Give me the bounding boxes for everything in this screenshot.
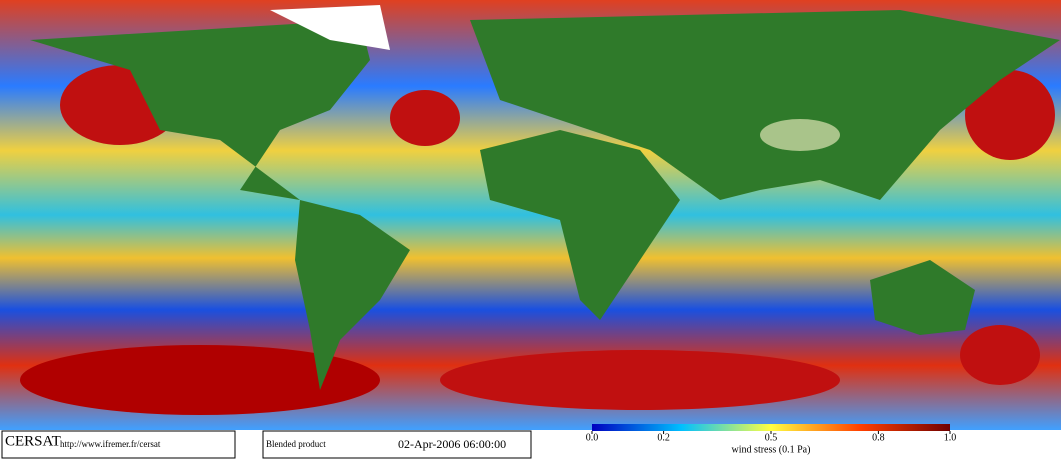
storm (390, 90, 460, 146)
australia (870, 260, 975, 335)
info-box (262, 430, 532, 459)
logo-box (1, 430, 236, 459)
colorbar: wind stress (0.1 Pa) 0.0 0.2 0.5 0.8 1.0 (586, 424, 957, 455)
storm-belt (440, 350, 840, 410)
storm-belt (20, 345, 380, 415)
product: Blended product (266, 439, 326, 449)
colorbar-tick-label: 1.0 (944, 432, 957, 443)
colorbar-label: wind stress (0.1 Pa) (732, 444, 811, 455)
colorbar-tick-label: 0.5 (765, 432, 778, 443)
map (0, 0, 1061, 430)
north-america (30, 20, 370, 200)
storm (960, 325, 1040, 385)
south-america (295, 200, 410, 390)
url: http://www.ifremer.fr/cersat (60, 439, 161, 449)
plateau (760, 119, 840, 151)
logo: CERSAT (5, 433, 61, 449)
eurasia (470, 10, 1060, 200)
colorbar-tick-label: 0.8 (872, 432, 885, 443)
storm (965, 70, 1055, 160)
colorbar-scale (592, 424, 950, 431)
date: 02-Apr-2006 06:00:00 (398, 437, 506, 451)
africa (480, 130, 680, 320)
colorbar-tick-label: 0.2 (657, 432, 670, 443)
greenland (270, 5, 390, 50)
colorbar-tick-label: 0.0 (586, 432, 599, 443)
